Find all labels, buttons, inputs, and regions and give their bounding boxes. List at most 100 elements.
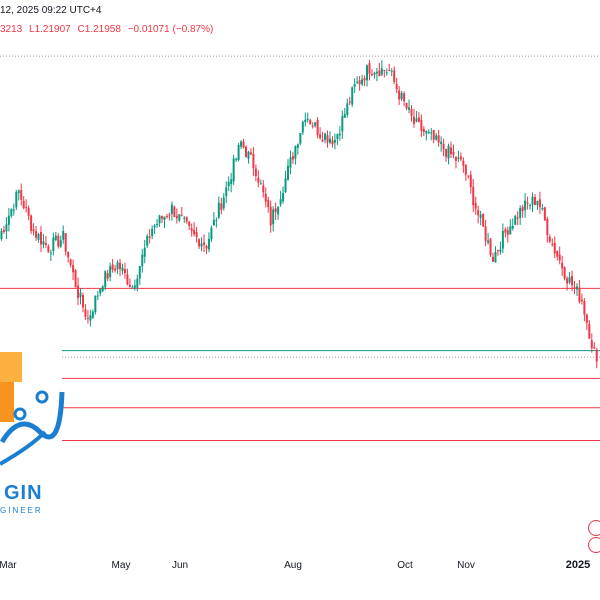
candle-body — [225, 187, 228, 197]
candle-body — [207, 238, 210, 250]
candle — [207, 232, 210, 253]
candle-body — [398, 90, 401, 100]
candle — [487, 232, 490, 245]
x-axis: Mar May Jun Aug Oct Nov 2025 — [0, 559, 590, 571]
candle — [101, 285, 104, 293]
candle — [126, 268, 129, 286]
candle-body — [373, 73, 376, 75]
candle-body — [79, 292, 82, 297]
candle — [188, 220, 191, 230]
candle — [573, 280, 576, 294]
candle — [138, 265, 141, 285]
candle-body — [30, 215, 33, 231]
candle-body — [361, 79, 364, 85]
candle-body — [375, 71, 378, 74]
candle — [190, 223, 193, 237]
candle — [35, 226, 38, 241]
candle — [353, 78, 356, 94]
candle-body — [47, 246, 50, 253]
candle-body — [188, 221, 191, 226]
candle — [222, 193, 225, 211]
candle — [531, 192, 534, 213]
candle-body — [506, 230, 509, 235]
candle-body — [571, 275, 574, 286]
candle-body — [459, 156, 462, 160]
candle — [212, 212, 215, 226]
candle — [326, 130, 329, 148]
candle-body — [143, 247, 146, 257]
candle — [403, 91, 406, 107]
candle — [457, 150, 460, 163]
candle-body — [180, 215, 183, 217]
candle-body — [52, 237, 55, 251]
candle — [304, 112, 307, 127]
candle-body — [254, 168, 257, 177]
candlesticks — [0, 59, 598, 369]
candle-body — [533, 197, 536, 205]
candle — [0, 228, 3, 241]
candle — [225, 181, 228, 203]
candle — [388, 63, 391, 72]
candle-body — [240, 141, 243, 147]
candle-body — [440, 141, 443, 145]
candle-body — [467, 175, 470, 177]
candle — [165, 213, 168, 219]
candle-body — [203, 242, 206, 245]
candle — [143, 239, 146, 264]
candle — [454, 156, 457, 169]
candle — [296, 143, 299, 155]
candle — [363, 75, 366, 87]
x-tick-label: 2025 — [566, 559, 590, 571]
candle-body — [138, 265, 141, 279]
candle-body — [405, 102, 408, 109]
candle — [541, 204, 544, 211]
candle-body — [141, 254, 144, 267]
candle-body — [474, 203, 477, 209]
candle-body — [0, 231, 3, 239]
candle-body — [249, 152, 252, 155]
event-marker-icon[interactable] — [588, 537, 600, 553]
candle — [86, 310, 89, 324]
candle — [44, 235, 47, 248]
candle-body — [427, 132, 430, 134]
candle-body — [328, 138, 331, 143]
candle — [242, 138, 245, 149]
x-tick-label: Jun — [172, 560, 188, 571]
logo-name: GIN — [4, 482, 43, 504]
candle-body — [277, 206, 280, 215]
candle-body — [74, 270, 77, 288]
event-marker-icon[interactable] — [588, 520, 600, 536]
candle-body — [136, 278, 139, 288]
candle — [393, 66, 396, 85]
candle-body — [403, 93, 406, 102]
candle — [15, 189, 18, 211]
candle — [20, 183, 23, 206]
candle — [52, 232, 55, 256]
candle — [410, 105, 413, 122]
candle-body — [215, 219, 218, 221]
candle-body — [126, 274, 129, 285]
candle — [232, 154, 235, 185]
candle-body — [306, 118, 309, 120]
candle-body — [235, 158, 238, 160]
candle — [521, 204, 524, 218]
candle-body — [49, 252, 52, 254]
candle — [358, 76, 361, 91]
candle-body — [509, 226, 512, 235]
candle — [163, 216, 166, 229]
candle — [336, 133, 339, 145]
candle — [235, 157, 238, 163]
candle — [249, 148, 252, 156]
candle-body — [84, 309, 87, 317]
candle-body — [284, 178, 287, 193]
candle-body — [267, 199, 270, 208]
candle — [262, 180, 265, 198]
candle — [333, 133, 336, 150]
candle-body — [12, 209, 15, 211]
candle — [395, 77, 398, 94]
candle — [227, 176, 230, 192]
candle — [2, 225, 5, 234]
candle — [247, 150, 250, 164]
candle — [464, 164, 467, 181]
